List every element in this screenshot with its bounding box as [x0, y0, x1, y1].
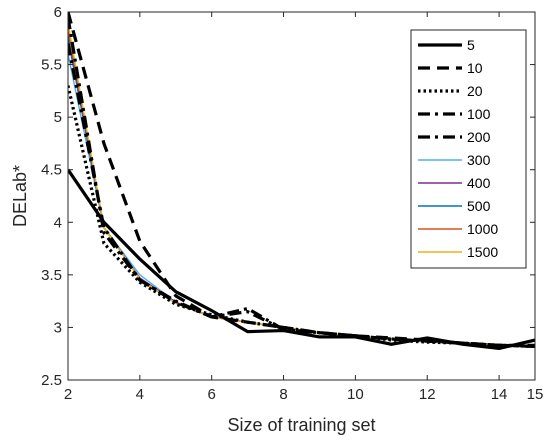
- y-tick-label: 5: [54, 109, 62, 126]
- legend-label-20: 20: [467, 83, 483, 99]
- y-tick-label: 3.5: [41, 267, 62, 284]
- y-tick-label: 6: [54, 4, 62, 21]
- legend-label-200: 200: [467, 129, 491, 145]
- y-tick-label: 2.5: [41, 372, 62, 389]
- y-axis-title: DELab*: [10, 165, 30, 227]
- legend-label-1000: 1000: [467, 221, 498, 237]
- x-tick-label: 8: [279, 386, 287, 403]
- legend-label-10: 10: [467, 60, 483, 76]
- y-tick-label: 5.5: [41, 57, 62, 74]
- x-tick-label: 2: [64, 386, 72, 403]
- x-tick-label: 6: [208, 386, 216, 403]
- legend-label-100: 100: [467, 106, 491, 122]
- y-tick-label: 4.5: [41, 162, 62, 179]
- legend-label-1500: 1500: [467, 244, 498, 260]
- legend-label-300: 300: [467, 152, 491, 168]
- x-tick-label: 10: [347, 386, 364, 403]
- x-tick-label: 14: [491, 386, 508, 403]
- legend-label-500: 500: [467, 198, 491, 214]
- y-tick-label: 4: [54, 214, 62, 231]
- x-axis-title: Size of training set: [227, 415, 375, 435]
- x-tick-label: 12: [419, 386, 436, 403]
- x-tick-label: 4: [136, 386, 144, 403]
- plot-frame: [67, 11, 536, 381]
- y-tick-label: 3: [54, 319, 62, 336]
- legend-label-400: 400: [467, 175, 491, 191]
- series-line-200: [68, 16, 535, 348]
- legend: 5 10 20 100 200 300 400 500 1000 1500: [410, 29, 527, 269]
- legend-label-5: 5: [467, 37, 475, 53]
- x-tick-label: 15: [527, 386, 544, 403]
